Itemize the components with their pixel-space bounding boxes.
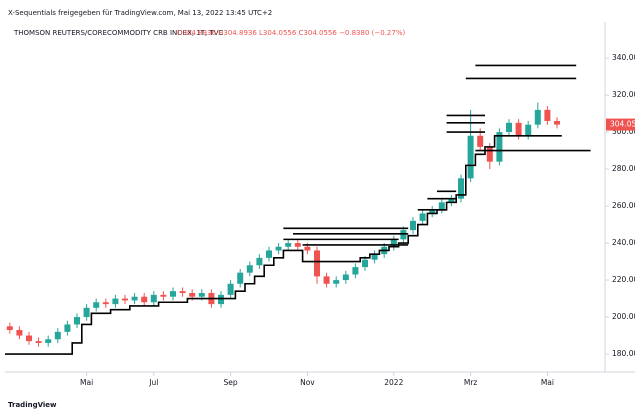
- x-tick-label: Mrz: [464, 378, 478, 387]
- y-tick-label: 300.000: [612, 127, 635, 136]
- candle-body: [102, 302, 109, 305]
- y-tick-label: 340.000: [612, 53, 635, 62]
- y-tick-label: 280.000: [612, 164, 635, 173]
- candle-body: [390, 239, 397, 247]
- candle-body: [160, 294, 167, 297]
- candle-body: [400, 230, 407, 240]
- y-tick-label: 220.000: [612, 275, 635, 284]
- candle-body: [64, 324, 71, 332]
- candle-body: [486, 146, 493, 162]
- y-tick-label: 260.000: [612, 201, 635, 210]
- candle-body: [170, 291, 176, 297]
- header: X-Sequentials freigegeben für TradingVie…: [8, 9, 272, 17]
- chart-title: THOMSON REUTERS/CORECOMMODITY CRB INDEX,…: [13, 29, 224, 37]
- candle-body: [410, 220, 416, 231]
- candle-body: [141, 296, 148, 303]
- candle-body: [275, 246, 282, 251]
- candle-body: [323, 276, 330, 284]
- candle-body: [362, 259, 368, 268]
- candle-body: [438, 202, 445, 210]
- candle-body: [534, 109, 541, 125]
- logo: TradingView: [8, 401, 57, 409]
- candle-body: [131, 296, 138, 301]
- candle-body: [515, 122, 522, 136]
- candle-body: [256, 257, 263, 266]
- candle-body: [16, 330, 23, 336]
- candle-body: [544, 109, 551, 121]
- x-tick-label: Sep: [224, 378, 238, 387]
- candle-body: [198, 293, 205, 297]
- support-line: [5, 134, 562, 355]
- candle-body: [448, 198, 455, 203]
- price-box: [606, 118, 635, 131]
- x-tick-label: Nov: [300, 378, 315, 387]
- candle-body: [6, 326, 13, 331]
- candle-body: [333, 280, 340, 284]
- candle-body: [525, 124, 532, 136]
- candle-body: [179, 291, 186, 294]
- candle-body: [26, 335, 32, 342]
- candle-body: [458, 178, 464, 199]
- candle-body: [54, 331, 61, 340]
- price-label: 304.055: [610, 120, 635, 129]
- candle-body: [419, 213, 426, 221]
- x-tick-label: Mai: [80, 378, 93, 387]
- x-tick-label: Jul: [148, 378, 158, 387]
- candle-body: [467, 135, 474, 179]
- candle-body: [45, 339, 52, 343]
- candle-body: [371, 254, 378, 260]
- candle-body: [342, 274, 349, 281]
- candle-body: [266, 250, 272, 258]
- candle-body: [237, 272, 244, 284]
- candle-body: [35, 341, 42, 343]
- ohlc-legend: O304.8936 H304.8936 L304.0556 C304.0556 …: [177, 29, 405, 37]
- candle-body: [304, 246, 311, 251]
- candle-body: [122, 298, 128, 301]
- candle-body: [83, 307, 90, 318]
- x-tick-label: 2022: [384, 378, 403, 387]
- candle-body: [150, 294, 157, 303]
- candle-body: [496, 132, 503, 162]
- candle-body: [294, 243, 301, 247]
- candle-body: [285, 243, 292, 247]
- x-tick-label: Mai: [541, 378, 554, 387]
- candle-body: [218, 294, 224, 305]
- candle-body: [429, 209, 436, 214]
- candle-body: [93, 302, 100, 308]
- candle-body: [112, 298, 119, 305]
- candle-body: [477, 135, 484, 147]
- candle-body: [227, 283, 234, 295]
- y-tick-label: 320.000: [612, 90, 635, 99]
- candle-body: [246, 265, 253, 273]
- candle-body: [352, 267, 359, 275]
- candle-body: [554, 120, 560, 125]
- candle-body: [74, 317, 80, 325]
- y-tick-label: 240.000: [612, 238, 635, 247]
- candle-body: [314, 250, 320, 277]
- y-tick-label: 180.000: [612, 349, 635, 358]
- candle-body: [189, 293, 196, 297]
- candle-body: [506, 122, 512, 133]
- y-tick-label: 200.000: [612, 312, 635, 321]
